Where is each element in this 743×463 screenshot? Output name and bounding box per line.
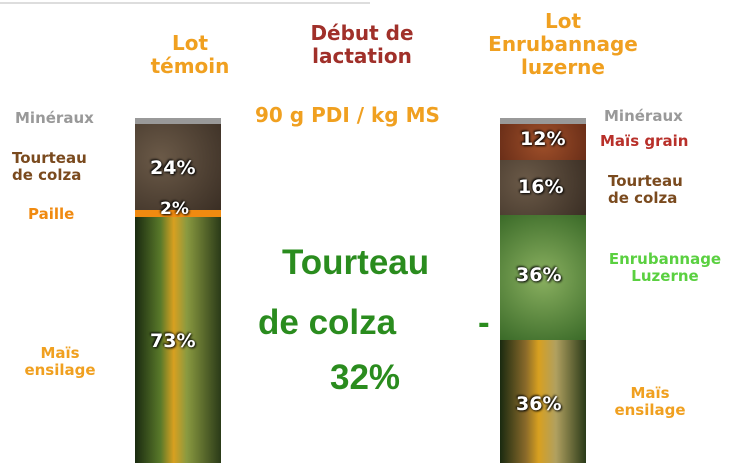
line: Enrubannage [595,251,735,268]
subtitle: 90 g PDI / kg MS [255,104,440,127]
line: Maïs [610,385,690,402]
line: luzerne [473,56,653,79]
line: Tourteau [12,150,87,167]
line: Début de [292,22,432,45]
slide: Lottémoin Début delactation LotEnrubanna… [0,0,743,463]
label: Minéraux [15,110,94,127]
top-rule [0,2,370,4]
percent: 24% [150,157,195,179]
line: Tourteau [608,173,683,190]
line: Luzerne [595,268,735,285]
line: de colza [12,167,87,184]
line: Lot [473,10,653,33]
percent: 36% [516,264,561,286]
percent: 36% [516,393,561,415]
percent: 73% [150,330,195,352]
callout-line: de colza [258,303,396,343]
line: Lot [140,32,240,55]
label: Paille [28,206,74,223]
line: de colza [608,190,683,207]
callout-dash: - [478,303,490,343]
line: Maïs [20,345,100,362]
percent: 2% [160,199,189,219]
label: Maïs grain [600,133,688,150]
percent: 12% [520,128,565,150]
line: lactation [292,45,432,68]
line: ensilage [20,362,100,379]
callout-value: 32% [330,358,400,398]
callout-line: Tourteau [282,243,429,283]
line: ensilage [610,402,690,419]
line: Enrubannage [473,33,653,56]
label: Minéraux [604,108,683,125]
line: témoin [140,55,240,78]
percent: 16% [518,176,563,198]
